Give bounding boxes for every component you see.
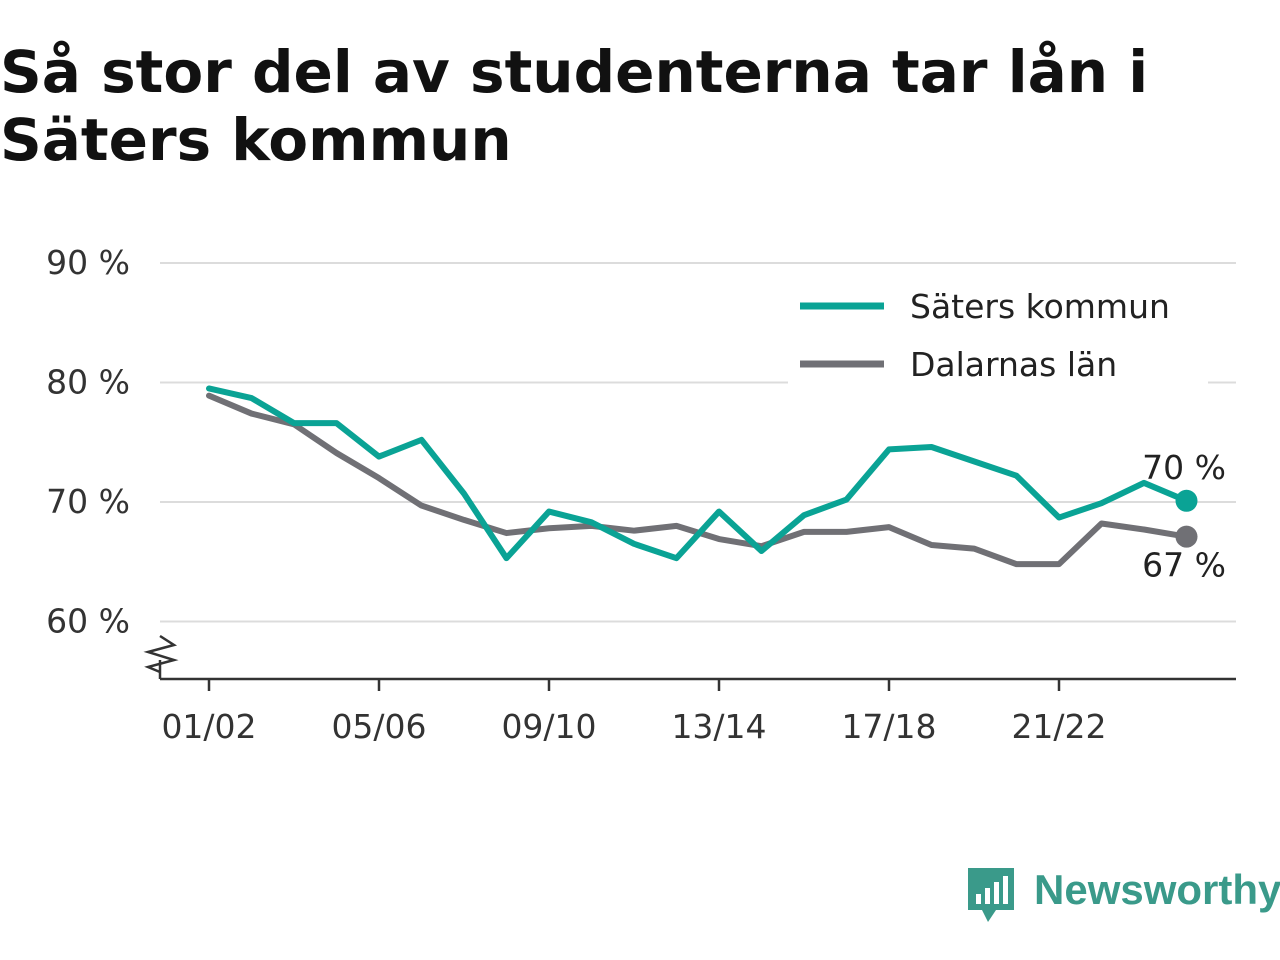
legend-background xyxy=(788,278,1208,390)
x-tick-label: 09/10 xyxy=(501,707,596,746)
legend-label: Dalarnas län xyxy=(910,345,1117,384)
x-tick-label: 13/14 xyxy=(671,707,766,746)
legend: Säters kommun Dalarnas län xyxy=(788,278,1208,390)
end-value-label: 67 % xyxy=(1142,546,1226,585)
series-line xyxy=(206,385,1190,562)
y-tick-label: 70 % xyxy=(46,482,130,521)
x-tick-label: 01/02 xyxy=(161,707,256,746)
line-chart: 60 % 70 % 80 % 90 % 01/02 05/06 09/10 13/14 17/… xyxy=(46,243,1236,746)
legend-label: Säters kommun xyxy=(910,287,1170,326)
chart-title: Så stor del av studenterna tar lån i Sät… xyxy=(0,38,1149,174)
x-tick-label: 17/18 xyxy=(841,707,936,746)
axis-break-icon xyxy=(143,634,179,674)
y-tick-label: 60 % xyxy=(46,602,130,641)
y-axis-ticks: 60 % 70 % 80 % 90 % xyxy=(46,243,130,641)
y-tick-label: 90 % xyxy=(46,243,130,282)
x-axis xyxy=(143,634,1236,681)
x-axis-ticks: 01/02 05/06 09/10 13/14 17/18 21/22 xyxy=(161,679,1107,746)
series-lines xyxy=(206,385,1198,568)
brand-name: Newsworthy xyxy=(1034,866,1280,913)
newsworthy-logo-icon xyxy=(968,868,1014,922)
end-value-label: 70 % xyxy=(1142,448,1226,487)
series-end-point xyxy=(1175,525,1198,548)
y-tick-label: 80 % xyxy=(46,363,130,402)
end-labels: 70 % 67 % xyxy=(1142,448,1226,585)
series-end-point xyxy=(1175,489,1198,512)
x-tick-label: 21/22 xyxy=(1011,707,1106,746)
x-tick-label: 05/06 xyxy=(331,707,426,746)
